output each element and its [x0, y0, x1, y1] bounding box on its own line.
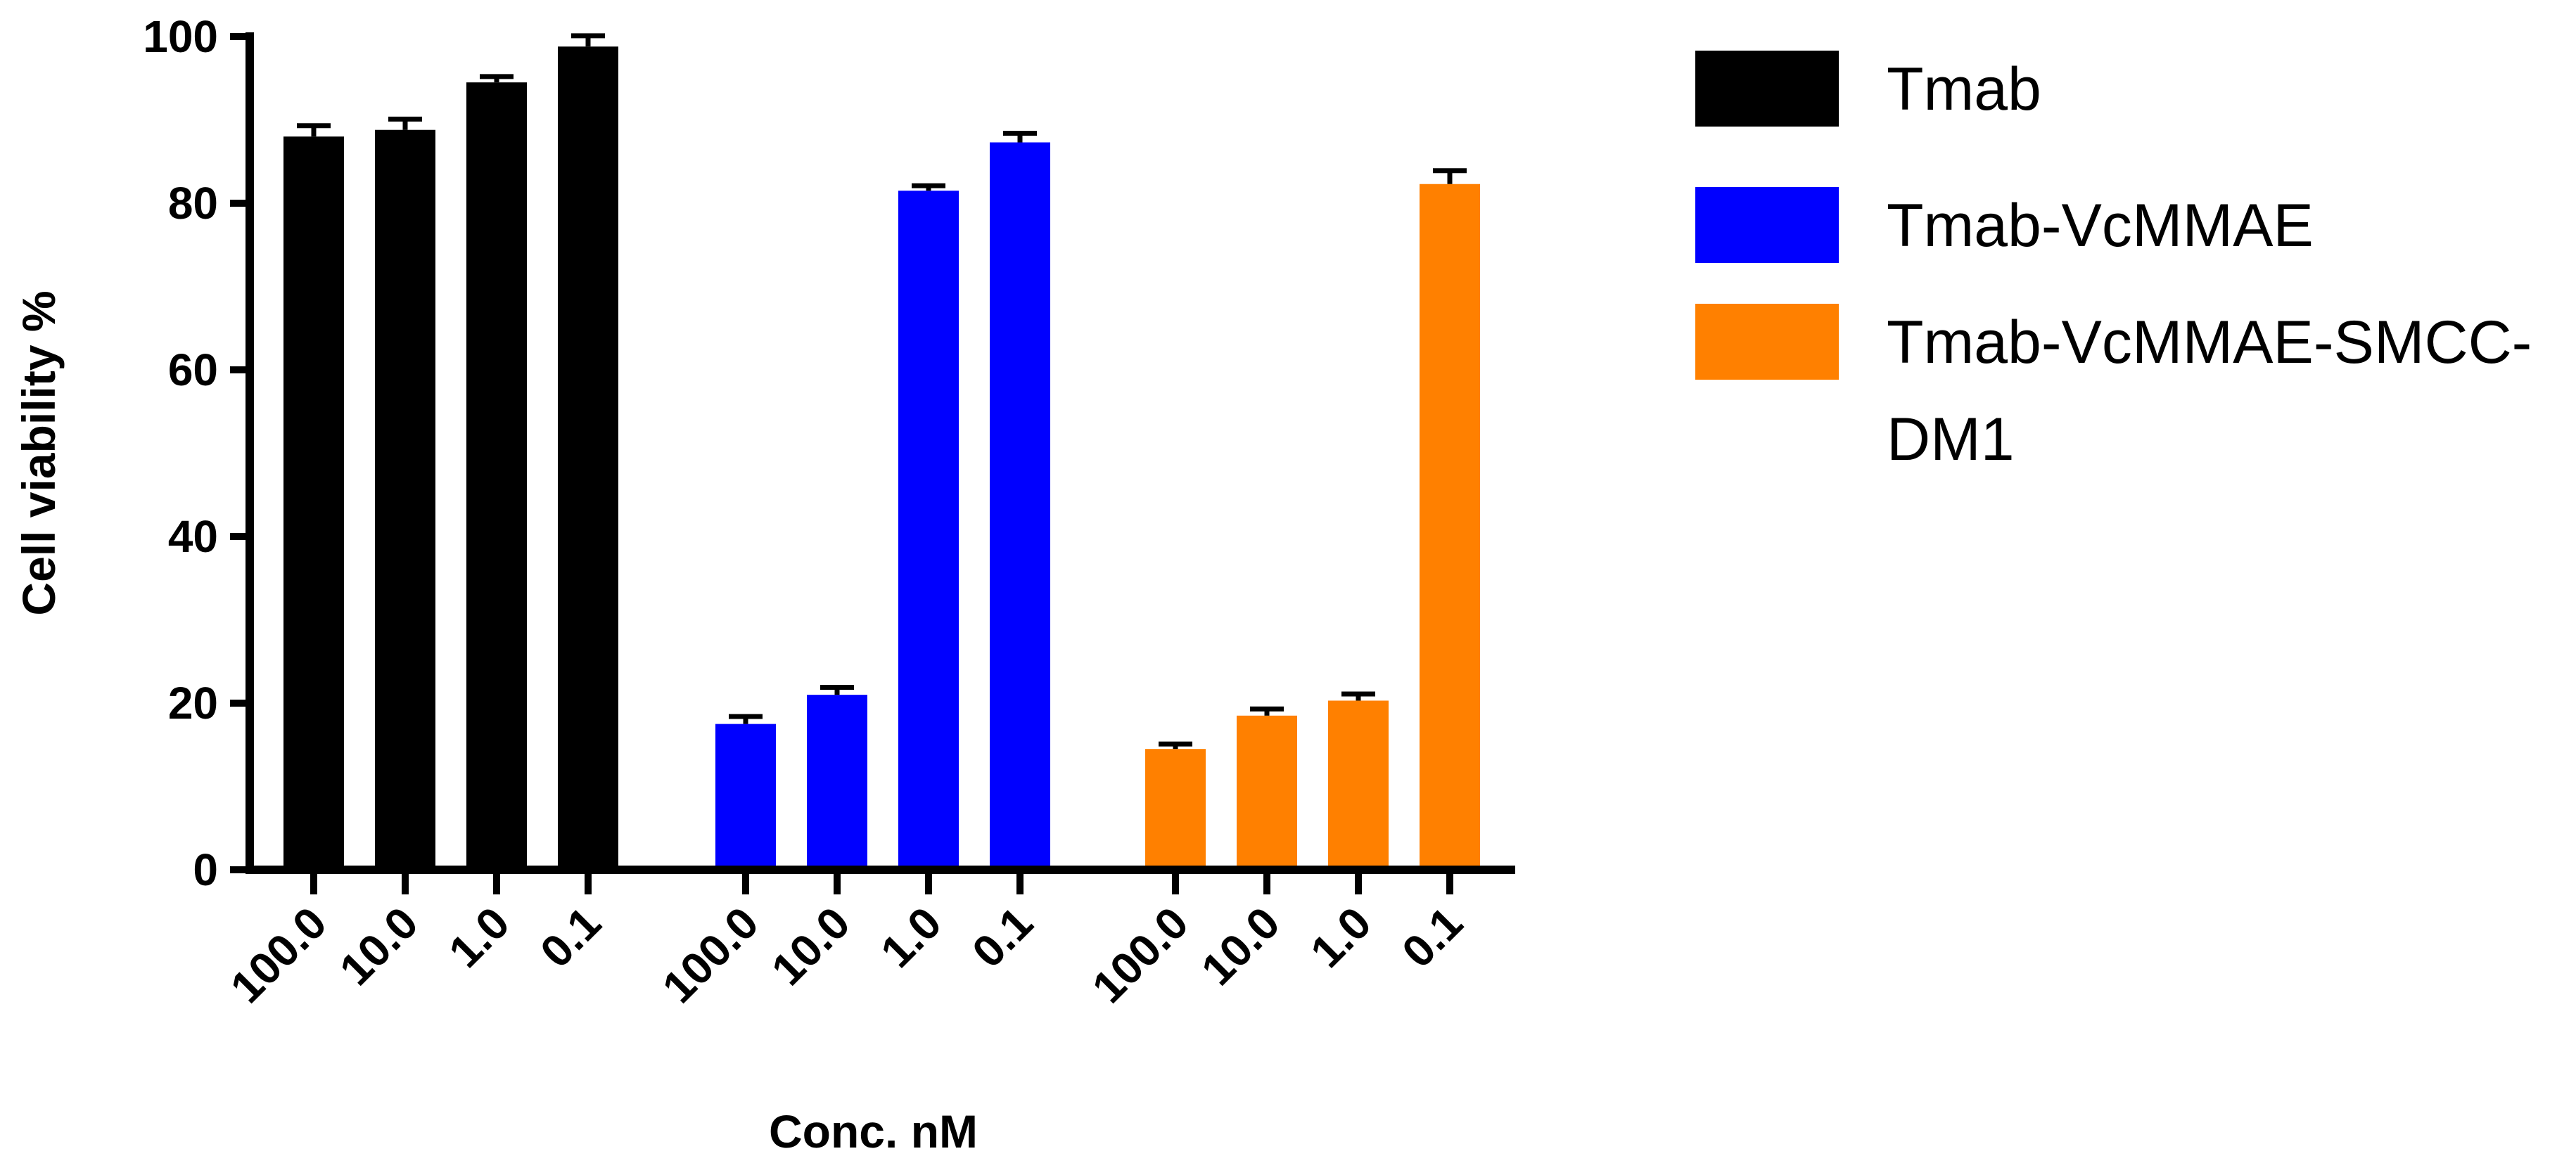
x-tick-label: 1.0: [1301, 897, 1381, 977]
legend-label: Tmab-VcMMAE-SMCC-DM1: [1887, 309, 2532, 473]
y-tick-label: 80: [168, 178, 218, 229]
legend-swatch: [1695, 304, 1839, 380]
y-axis-ticks: 0 20 40 60 80 100: [143, 11, 250, 895]
x-tick-label: 1.0: [439, 897, 519, 977]
legend: Tmab Tmab-VcMMAE Tmab-VcMMAE-SMCC-DM1: [1695, 51, 2532, 473]
x-tick-label: 10.0: [762, 897, 860, 995]
x-tick-label: 10.0: [330, 897, 428, 995]
legend-label: Tmab-VcMMAE: [1887, 192, 2314, 259]
y-tick-label: 20: [168, 678, 218, 728]
legend-label: Tmab: [1887, 56, 2041, 123]
bar: [1328, 700, 1389, 870]
legend-swatch: [1695, 51, 1839, 127]
bar: [898, 191, 959, 870]
x-tick-label: 1.0: [871, 897, 951, 977]
bar: [715, 724, 776, 870]
x-tick-label: 0.1: [962, 897, 1042, 977]
bar: [990, 142, 1050, 870]
bar: [1420, 184, 1480, 870]
x-tick-label: 0.1: [1392, 897, 1472, 977]
x-tick-label: 100.0: [221, 897, 336, 1013]
bar: [807, 695, 867, 870]
bar: [1145, 749, 1206, 870]
y-tick-label: 100: [143, 11, 218, 62]
legend-swatch: [1695, 187, 1839, 263]
x-tick-label: 100.0: [1083, 897, 1198, 1013]
bar: [375, 129, 435, 870]
bar: [1237, 715, 1297, 870]
x-tick-label: 100.0: [653, 897, 768, 1013]
x-tick-label: 10.0: [1192, 897, 1289, 995]
y-tick-label: 40: [168, 511, 218, 562]
bar: [558, 46, 618, 870]
x-tick-label: 0.1: [530, 897, 611, 977]
bar: [466, 82, 527, 870]
x-axis-ticks: 100.010.0 1.0 0.1 100.010.0 1.0 0.1 100.010.0 1…: [221, 870, 1472, 1013]
y-tick-label: 60: [168, 345, 218, 395]
y-tick-label: 0: [193, 844, 218, 895]
bar: [283, 136, 344, 870]
y-axis-title: Cell viability %: [13, 290, 65, 615]
x-axis-title: Conc. nM: [769, 1105, 978, 1157]
bars: [283, 33, 1480, 870]
